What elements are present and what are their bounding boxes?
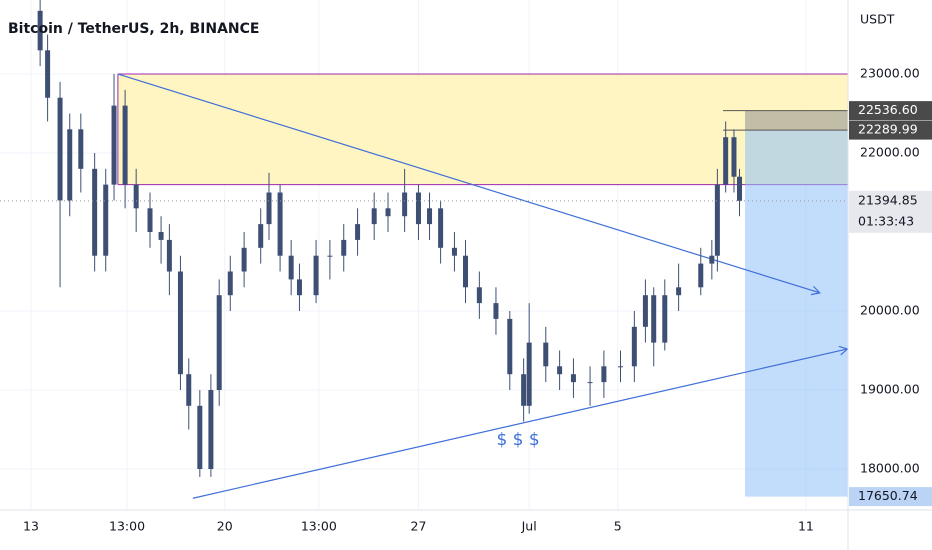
y-tick-label: 18000.00 bbox=[860, 461, 920, 476]
candle-body bbox=[427, 208, 433, 225]
position-stop-zone bbox=[745, 110, 848, 131]
candle-body bbox=[618, 366, 624, 368]
x-tick-label: 11 bbox=[798, 519, 814, 534]
annotation: $ $ $ bbox=[496, 430, 539, 450]
candle-body bbox=[415, 192, 421, 225]
trend-arrow bbox=[838, 345, 849, 356]
candle-body bbox=[147, 208, 153, 233]
candle-body bbox=[402, 192, 408, 217]
candle-body bbox=[731, 137, 737, 177]
candle-body bbox=[476, 287, 482, 304]
candle-body bbox=[385, 208, 391, 217]
last-price-bg bbox=[849, 190, 932, 233]
position-target-zone bbox=[745, 130, 848, 497]
trend-arrow bbox=[810, 285, 821, 296]
candle-body bbox=[737, 176, 743, 201]
candle-body bbox=[186, 374, 192, 406]
x-tick-label: Jul bbox=[521, 519, 537, 534]
candle-body bbox=[526, 342, 532, 406]
candle-body bbox=[493, 303, 499, 319]
candle-body bbox=[698, 263, 704, 288]
x-tick-label: 27 bbox=[411, 519, 427, 534]
candle-body bbox=[543, 342, 549, 367]
candle-body bbox=[92, 168, 98, 256]
chart-title: Bitcoin / TetherUS, 2h, BINANCE bbox=[8, 21, 259, 37]
candle-body bbox=[651, 295, 657, 343]
candle-body bbox=[227, 271, 233, 296]
candle-body bbox=[296, 279, 302, 296]
candle-body bbox=[37, 10, 43, 51]
target-price-label-bg bbox=[849, 487, 932, 507]
entry-price-label: 22289.99 bbox=[858, 122, 918, 137]
candle-body bbox=[158, 232, 164, 240]
x-tick-label: 13 bbox=[23, 519, 39, 534]
candle-body bbox=[78, 129, 84, 169]
trend-line bbox=[117, 73, 820, 294]
candle-body bbox=[463, 255, 469, 288]
candle-body bbox=[258, 224, 264, 248]
candle-body bbox=[122, 105, 128, 185]
candle-body bbox=[313, 255, 319, 296]
target-price-label: 17650.74 bbox=[858, 488, 918, 503]
candle-body bbox=[197, 405, 203, 470]
stop-price-label-bg bbox=[849, 101, 932, 121]
candle-body bbox=[67, 129, 73, 201]
candle-body bbox=[45, 50, 51, 98]
candle-body bbox=[631, 326, 637, 367]
x-tick-label: 5 bbox=[614, 519, 622, 534]
resistance-zone bbox=[117, 74, 849, 185]
x-tick-label: 13:00 bbox=[109, 519, 145, 534]
entry-price-label-bg bbox=[849, 120, 932, 140]
candle-body bbox=[676, 287, 682, 296]
candle-body bbox=[451, 247, 457, 256]
candle-body bbox=[371, 208, 377, 225]
candle-body bbox=[557, 366, 563, 375]
last-price-label: 21394.85 bbox=[858, 192, 918, 207]
candle-body bbox=[208, 390, 214, 470]
y-tick-label: 23000.00 bbox=[860, 66, 920, 81]
candle-body bbox=[521, 374, 527, 406]
stop-price-label: 22536.60 bbox=[858, 102, 918, 117]
candle-body bbox=[166, 239, 172, 272]
candle-body bbox=[709, 255, 715, 264]
candle-body bbox=[57, 97, 63, 201]
candle-body bbox=[662, 295, 668, 343]
candle-body bbox=[266, 192, 272, 225]
candle-body bbox=[103, 184, 109, 256]
candle-body bbox=[642, 295, 648, 327]
x-tick-label: 20 bbox=[217, 519, 233, 534]
axis-unit: USDT bbox=[860, 12, 895, 27]
trend-line bbox=[192, 348, 848, 499]
candle-body bbox=[507, 318, 513, 375]
y-tick-label: 19000.00 bbox=[860, 382, 920, 397]
candle-body bbox=[327, 255, 333, 257]
candle-body bbox=[438, 208, 444, 248]
candle-body bbox=[133, 184, 139, 209]
candle-body bbox=[355, 224, 361, 240]
candle-body bbox=[714, 184, 720, 256]
y-tick-label: 22000.00 bbox=[860, 145, 920, 160]
x-tick-label: 13:00 bbox=[301, 519, 337, 534]
candle-body bbox=[277, 192, 283, 256]
candle-body bbox=[177, 271, 183, 375]
candle-body bbox=[341, 239, 347, 256]
candle-body bbox=[216, 295, 222, 391]
countdown-label: 01:33:43 bbox=[858, 213, 914, 228]
candle-body bbox=[723, 137, 729, 185]
candle-body bbox=[288, 255, 294, 280]
candle-body bbox=[601, 366, 607, 383]
candle-body bbox=[241, 247, 247, 272]
y-tick-label: 20000.00 bbox=[860, 303, 920, 318]
candle-body bbox=[111, 105, 117, 185]
candle-body bbox=[587, 382, 593, 384]
candle-body bbox=[570, 374, 576, 383]
